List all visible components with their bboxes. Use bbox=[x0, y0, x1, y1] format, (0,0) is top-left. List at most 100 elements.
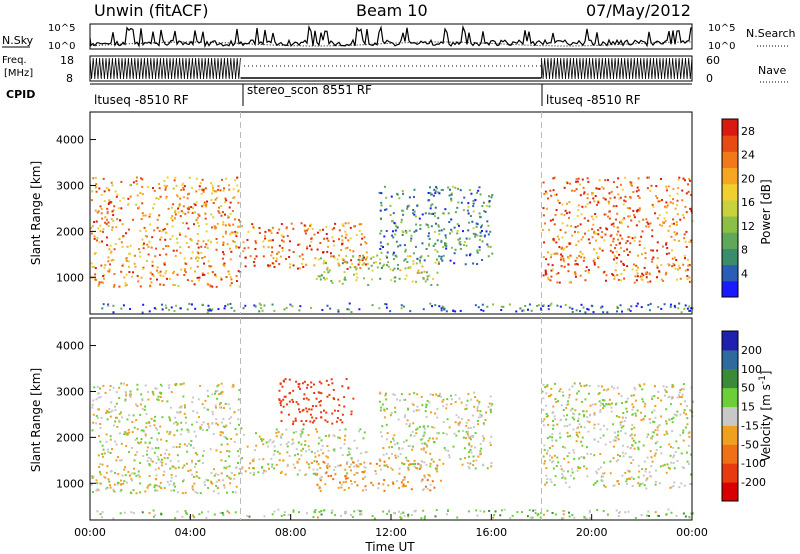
echo-cell bbox=[343, 271, 346, 274]
echo-cell bbox=[198, 513, 201, 516]
echo-cell bbox=[383, 235, 386, 238]
echo-cell bbox=[171, 225, 174, 228]
echo-cell bbox=[390, 412, 393, 415]
echo-cell bbox=[183, 269, 186, 272]
echo-cell bbox=[242, 241, 245, 244]
echo-cell bbox=[467, 212, 470, 215]
echo-cell bbox=[306, 229, 309, 232]
echo-cell bbox=[479, 193, 482, 196]
echo-cell bbox=[313, 392, 316, 395]
echo-cell bbox=[144, 235, 147, 238]
echo-cell bbox=[110, 250, 113, 253]
echo-cell bbox=[673, 264, 676, 267]
echo-cell bbox=[447, 212, 450, 215]
echo-cell bbox=[316, 468, 319, 471]
echo-cell bbox=[472, 199, 475, 202]
echo-cell bbox=[94, 209, 97, 212]
echo-cell bbox=[169, 480, 172, 483]
echo-cell bbox=[542, 455, 545, 458]
echo-cell bbox=[472, 455, 475, 458]
echo-cell bbox=[203, 201, 206, 204]
echo-cell bbox=[465, 254, 468, 257]
echo-cell bbox=[301, 262, 304, 265]
echo-cell bbox=[658, 482, 661, 485]
echo-cell bbox=[638, 207, 641, 210]
echo-cell bbox=[427, 439, 430, 442]
echo-cell bbox=[631, 408, 634, 411]
echo-cell bbox=[91, 406, 94, 409]
echo-cell bbox=[320, 392, 323, 395]
echo-cell bbox=[626, 240, 629, 243]
echo-cell bbox=[195, 219, 198, 222]
echo-cell bbox=[413, 213, 416, 216]
echo-cell bbox=[545, 452, 548, 455]
echo-cell bbox=[136, 183, 139, 186]
echo-cell bbox=[448, 188, 451, 191]
echo-cell bbox=[174, 254, 177, 257]
echo-cell bbox=[275, 431, 278, 434]
echo-cell bbox=[580, 256, 583, 259]
echo-cell bbox=[486, 220, 489, 223]
echo-cell bbox=[575, 178, 578, 181]
echo-cell bbox=[193, 465, 196, 468]
echo-cell bbox=[615, 310, 618, 313]
echo-cell bbox=[595, 251, 598, 254]
echo-cell bbox=[577, 240, 580, 243]
echo-cell bbox=[112, 386, 115, 389]
echo-cell bbox=[108, 270, 111, 273]
echo-cell bbox=[544, 386, 547, 389]
echo-cell bbox=[298, 387, 301, 390]
echo-cell bbox=[674, 451, 677, 454]
echo-region bbox=[315, 254, 443, 287]
echo-cell bbox=[457, 422, 460, 425]
echo-cell bbox=[645, 225, 648, 228]
echo-cell bbox=[412, 410, 415, 413]
echo-cell bbox=[310, 386, 313, 389]
echo-cell bbox=[209, 448, 212, 451]
echo-cell bbox=[398, 447, 401, 450]
echo-cell bbox=[624, 416, 627, 419]
echo-cell bbox=[559, 465, 562, 468]
echo-cell bbox=[237, 225, 240, 228]
echo-cell bbox=[92, 399, 95, 402]
echo-cell bbox=[158, 391, 161, 394]
echo-cell bbox=[317, 442, 320, 445]
echo-cell bbox=[407, 266, 410, 269]
echo-cell bbox=[457, 430, 460, 433]
echo-cell bbox=[555, 193, 558, 196]
echo-cell bbox=[663, 463, 666, 466]
echo-cell bbox=[568, 511, 571, 514]
echo-cell bbox=[211, 410, 214, 413]
echo-cell bbox=[690, 453, 693, 456]
echo-cell bbox=[574, 259, 577, 262]
echo-cell bbox=[237, 423, 240, 426]
echo-cell bbox=[99, 463, 102, 466]
echo-cell bbox=[583, 465, 586, 468]
echo-cell bbox=[211, 413, 214, 416]
echo-cell bbox=[573, 413, 576, 416]
echo-cell bbox=[393, 276, 396, 279]
echo-cell bbox=[366, 256, 369, 259]
echo-cell bbox=[97, 408, 100, 411]
echo-cell bbox=[211, 189, 214, 192]
echo-cell bbox=[476, 514, 479, 517]
echo-cell bbox=[460, 401, 463, 404]
echo-cell bbox=[419, 256, 422, 259]
echo-cell bbox=[135, 492, 138, 495]
echo-cell bbox=[634, 412, 637, 415]
echo-cell bbox=[174, 485, 177, 488]
echo-cell bbox=[234, 230, 237, 233]
echo-cell bbox=[326, 466, 329, 469]
echo-cell bbox=[549, 304, 552, 307]
echo-cell bbox=[142, 247, 145, 250]
echo-cell bbox=[207, 283, 210, 286]
echo-cell bbox=[166, 430, 169, 433]
echo-cell bbox=[654, 469, 657, 472]
echo-cell bbox=[424, 451, 427, 454]
echo-cell bbox=[569, 434, 572, 437]
echo-cell bbox=[90, 483, 93, 486]
echo-cell bbox=[459, 309, 462, 312]
echo-cell bbox=[310, 306, 313, 309]
echo-cell bbox=[424, 485, 427, 488]
echo-cell bbox=[222, 513, 225, 516]
